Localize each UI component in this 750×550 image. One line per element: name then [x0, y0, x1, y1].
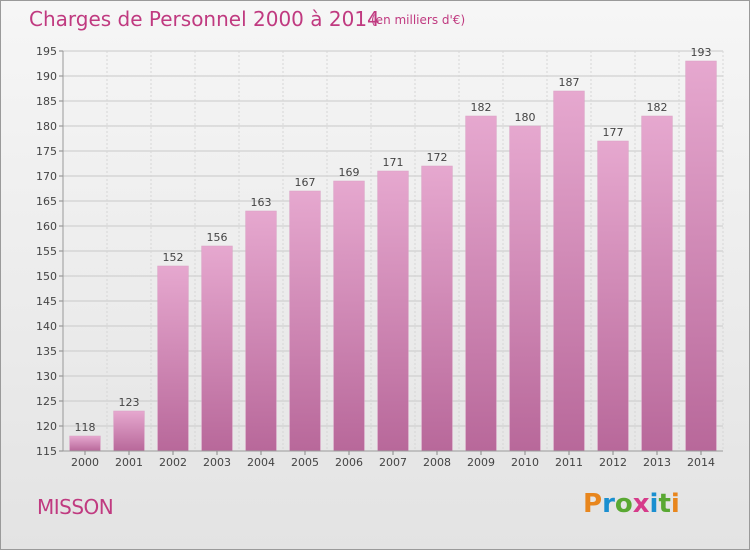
- value-label-2004: 163: [251, 196, 272, 209]
- y-tick-label: 140: [36, 320, 57, 333]
- town-name: MISSON: [37, 495, 114, 519]
- y-tick-label: 120: [36, 420, 57, 433]
- value-label-2007: 171: [383, 156, 404, 169]
- y-tick-label: 165: [36, 195, 57, 208]
- y-tick-label: 180: [36, 120, 57, 133]
- bar-2004[interactable]: [245, 210, 277, 452]
- x-tick-label-2013: 2013: [643, 456, 671, 469]
- value-label-2010: 180: [515, 111, 536, 124]
- chart-subtitle: (en milliers d'€): [371, 13, 466, 27]
- y-tick-label: 195: [36, 45, 57, 58]
- logo-letter: i: [670, 489, 680, 519]
- y-tick-label: 175: [36, 145, 57, 158]
- x-tick-label-2007: 2007: [379, 456, 407, 469]
- x-tick-label-2008: 2008: [423, 456, 451, 469]
- y-tick-label: 145: [36, 295, 57, 308]
- bar-2009[interactable]: [465, 115, 497, 452]
- x-tick-label-2004: 2004: [247, 456, 275, 469]
- y-tick-label: 125: [36, 395, 57, 408]
- value-label-2002: 152: [163, 251, 184, 264]
- x-tick-label-2006: 2006: [335, 456, 363, 469]
- bar-2007[interactable]: [377, 170, 409, 452]
- x-tick-label-2014: 2014: [687, 456, 715, 469]
- x-tick-label-2001: 2001: [115, 456, 143, 469]
- y-tick-label: 160: [36, 220, 57, 233]
- y-tick-label: 135: [36, 345, 57, 358]
- bars: [69, 60, 717, 452]
- bar-2001[interactable]: [113, 410, 145, 452]
- bar-2003[interactable]: [201, 245, 233, 452]
- bar-2011[interactable]: [553, 90, 585, 452]
- value-label-2001: 123: [119, 396, 140, 409]
- logo-letter: t: [658, 489, 671, 519]
- x-tick-label-2002: 2002: [159, 456, 187, 469]
- bar-2013[interactable]: [641, 115, 673, 452]
- x-tick-label-2003: 2003: [203, 456, 231, 469]
- bar-2010[interactable]: [509, 125, 541, 452]
- value-label-2011: 187: [559, 76, 580, 89]
- logo-letter: o: [614, 489, 633, 519]
- y-tick-label: 190: [36, 70, 57, 83]
- proxiti-logo[interactable]: Proxiti: [583, 489, 680, 519]
- bar-2002[interactable]: [157, 265, 189, 452]
- y-tick-label: 130: [36, 370, 57, 383]
- value-label-2000: 118: [75, 421, 96, 434]
- bar-2008[interactable]: [421, 165, 453, 452]
- bar-2012[interactable]: [597, 140, 629, 452]
- y-tick-label: 185: [36, 95, 57, 108]
- y-tick-label: 155: [36, 245, 57, 258]
- x-tick-label-2011: 2011: [555, 456, 583, 469]
- value-label-2012: 177: [603, 126, 624, 139]
- value-label-2005: 167: [295, 176, 316, 189]
- value-label-2008: 172: [427, 151, 448, 164]
- value-label-2014: 193: [691, 46, 712, 59]
- x-tick-label-2010: 2010: [511, 456, 539, 469]
- y-tick-label: 150: [36, 270, 57, 283]
- bar-2005[interactable]: [289, 190, 321, 452]
- logo-letter: r: [602, 489, 615, 519]
- x-tick-label-2005: 2005: [291, 456, 319, 469]
- logo-letter: i: [649, 489, 659, 519]
- value-labels: 118 123 152 156 163 167 169 171 172 182 180 187 177 1…: [75, 46, 712, 434]
- logo-letter: x: [632, 489, 650, 519]
- bar-2006[interactable]: [333, 180, 365, 452]
- y-axis: 115 120 125 130 135 140 145 150 155 160 165 170 175 1…: [36, 45, 64, 458]
- value-label-2009: 182: [471, 101, 492, 114]
- bar-2000[interactable]: [69, 435, 101, 452]
- value-label-2003: 156: [207, 231, 228, 244]
- chart-title: Charges de Personnel 2000 à 2014: [29, 7, 380, 31]
- x-tick-label-2009: 2009: [467, 456, 495, 469]
- bar-2014[interactable]: [685, 60, 717, 452]
- value-label-2013: 182: [647, 101, 668, 114]
- y-tick-label: 115: [36, 445, 57, 458]
- y-tick-label: 170: [36, 170, 57, 183]
- x-tick-label-2012: 2012: [599, 456, 627, 469]
- x-tick-label-2000: 2000: [71, 456, 99, 469]
- value-label-2006: 169: [339, 166, 360, 179]
- x-axis: 2000 2001 2002 2003 2004 2005 2006 2007 2008 2009…: [63, 450, 723, 469]
- logo-letter: P: [583, 489, 603, 519]
